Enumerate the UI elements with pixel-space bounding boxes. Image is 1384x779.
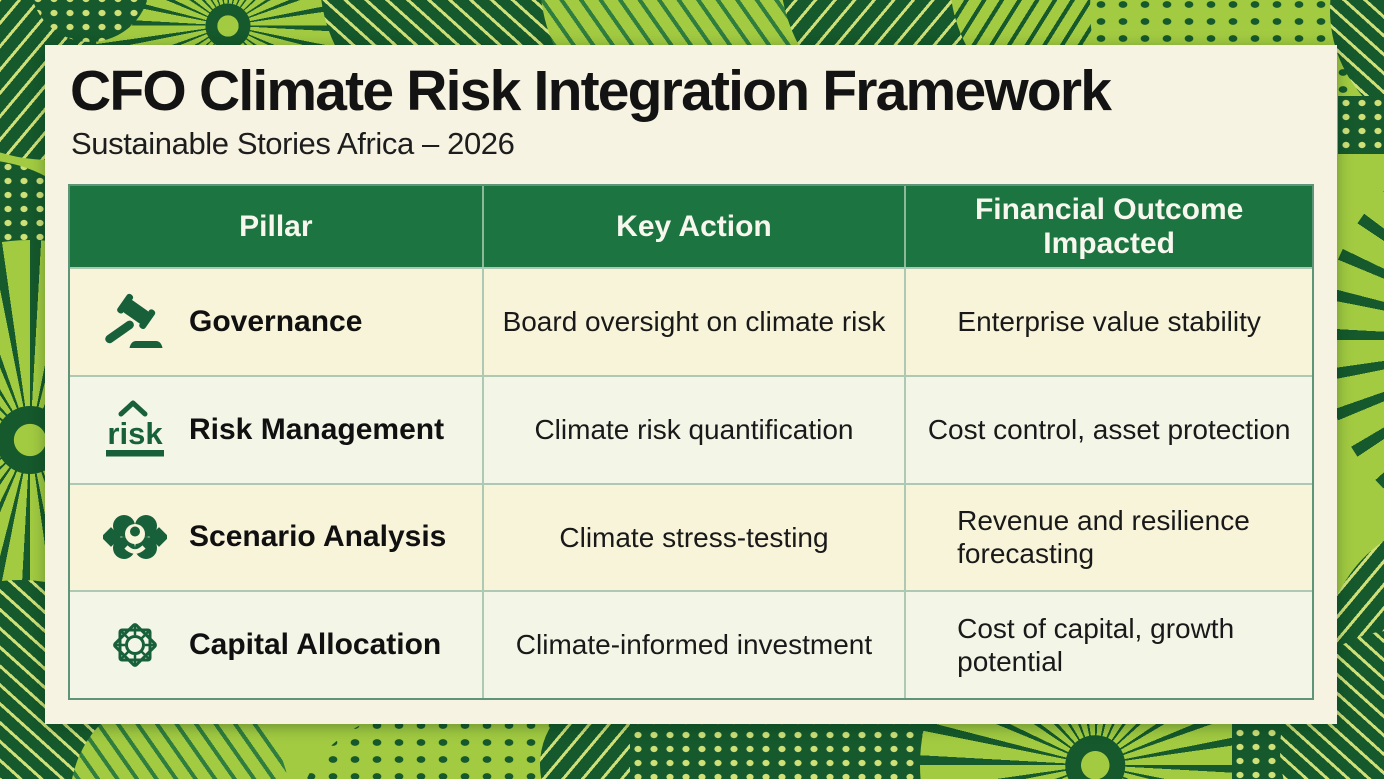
column-header-label: Key Action: [616, 209, 772, 243]
action-text: Climate risk quantification: [534, 413, 854, 445]
page-title: CFO Climate Risk Integration Framework: [70, 59, 1112, 123]
outcome-cell-capital-allocation: Cost of capital, growth potential: [906, 590, 1312, 698]
column-header-label: Pillar: [239, 209, 313, 243]
outcome-cell-scenario-analysis: Revenue and resilience forecasting: [906, 482, 1312, 591]
column-header-pillar: Pillar: [70, 186, 484, 267]
framework-table: Pillar Key Action Financial Outcome Impa…: [68, 184, 1314, 700]
outcome-cell-risk-management: Cost control, asset protection: [906, 374, 1312, 483]
outcome-text: Enterprise value stability: [957, 306, 1261, 338]
rosette-star-icon: [96, 610, 174, 680]
action-cell-governance: Board oversight on climate risk: [483, 267, 907, 375]
pillar-label: Capital Allocation: [189, 628, 442, 662]
pillar-label: Governance: [189, 304, 363, 338]
gavel-icon: [96, 287, 174, 357]
column-header-key-action: Key Action: [483, 186, 907, 267]
column-header-label: Financial Outcome Impacted: [974, 192, 1244, 260]
action-cell-capital-allocation: Climate-informed investment: [483, 590, 907, 698]
action-text: Climate-informed investment: [515, 629, 873, 661]
pillar-label: Risk Management: [189, 412, 445, 446]
risk-word: risk: [107, 416, 163, 451]
content-card: CFO Climate Risk Integration Framework S…: [45, 45, 1337, 724]
flower-icon: [96, 502, 174, 572]
outcome-text: Cost of capital, growth potential: [957, 612, 1235, 678]
pillar-cell-risk-management: risk Risk Management: [70, 374, 484, 483]
pillar-label: Scenario Analysis: [189, 520, 447, 554]
column-header-financial-outcome: Financial Outcome Impacted: [906, 186, 1312, 267]
pillar-cell-scenario-analysis: Scenario Analysis: [70, 482, 484, 591]
page-subtitle: Sustainable Stories Africa – 2026: [71, 125, 515, 161]
outcome-cell-governance: Enterprise value stability: [906, 267, 1312, 375]
outcome-text: Cost control, asset protection: [927, 413, 1291, 445]
pattern-dot-column: [1338, 96, 1384, 154]
action-text: Board oversight on climate risk: [502, 306, 886, 338]
pillar-cell-governance: Governance: [70, 267, 484, 375]
action-cell-scenario-analysis: Climate stress-testing: [483, 482, 907, 591]
action-text: Climate stress-testing: [559, 521, 829, 553]
pillar-cell-capital-allocation: Capital Allocation: [70, 590, 484, 698]
risk-word-icon: risk: [96, 395, 174, 465]
outcome-text: Revenue and resilience forecasting: [957, 504, 1250, 570]
action-cell-risk-management: Climate risk quantification: [483, 374, 907, 483]
